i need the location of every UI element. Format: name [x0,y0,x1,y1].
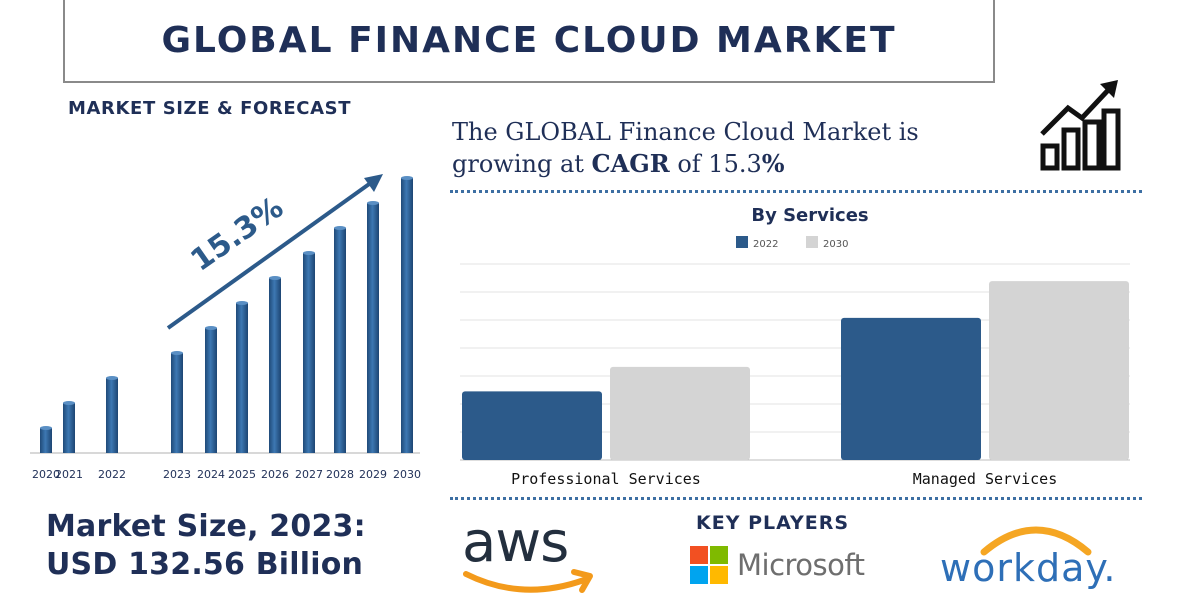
growth-arrow-icon [166,180,374,330]
forecast-bar-cap [401,176,413,180]
page-title: GLOBAL FINANCE CLOUD MARKET [161,20,897,61]
forecast-bar [40,428,52,453]
forecast-bar-cap [367,201,379,205]
service-bar [989,281,1129,460]
divider-top [450,190,1142,193]
cagr-word: CAGR [591,149,670,178]
service-bar [610,366,750,460]
x-tick-label: 2029 [359,468,387,481]
x-tick-label: 2025 [228,468,256,481]
microsoft-logo: Microsoft [690,546,865,584]
x-tick-label: 2026 [261,468,289,481]
divider-bottom [450,497,1142,500]
forecast-bar-cap [303,251,315,255]
forecast-bar [334,228,346,453]
microsoft-logo-text: Microsoft [737,548,865,582]
service-bar [841,317,981,460]
forecast-bar-cap [334,226,346,230]
x-tick-label: 2022 [98,468,126,481]
forecast-bar [63,403,75,453]
aws-logo: aws [462,510,602,600]
cagr-line-2: growing at CAGR of 15.3% [452,148,919,180]
forecast-bar [205,328,217,453]
x-tick-label: 2020 [32,468,60,481]
forecast-bar [401,178,413,453]
forecast-bar-cap [205,326,217,330]
growth-chart-icon [1040,80,1121,171]
forecast-bar [236,303,248,453]
forecast-bar [269,278,281,453]
cagr-growing-text: growing at [452,150,592,178]
aws-logo-text: aws [462,510,569,575]
legend-swatch [736,236,748,248]
x-tick-label: 2023 [163,468,191,481]
category-label: Managed Services [913,470,1058,488]
cagr-percent: % [761,149,785,178]
service-bar [462,391,602,460]
forecast-bar [171,353,183,453]
workday-logo-text: workday. [940,546,1117,590]
category-label: Professional Services [511,470,701,488]
legend-swatch [806,236,818,248]
workday-logo: workday. [940,516,1130,596]
amazon-smile-arrow-icon [463,569,593,593]
forecast-bar [303,253,315,453]
forecast-bar-cap [236,301,248,305]
forecast-bar-cap [269,276,281,280]
cagr-line-1: The GLOBAL Finance Cloud Market is [452,118,919,146]
by-services-bar-chart: By Services 2022 2030 Professional Services… [460,205,1130,488]
cagr-value: of 15.3 [669,150,762,178]
forecast-bar-cap [63,401,75,405]
cagr-statement: The GLOBAL Finance Cloud Market is growi… [452,116,919,180]
microsoft-squares-icon [690,546,728,584]
market-size-text: Market Size, 2023: USD 132.56 Billion [46,508,366,584]
growth-arrow-head-icon [364,174,383,192]
x-tick-label: 2030 [393,468,421,481]
forecast-bar [367,203,379,453]
title-banner: GLOBAL FINANCE CLOUD MARKET [63,0,995,83]
x-tick-label: 2024 [197,468,225,481]
forecast-bar-cap [106,376,118,380]
x-tick-label: 2021 [55,468,83,481]
forecast-bar [106,378,118,453]
workday-arc-icon [980,526,1092,556]
forecast-bar-cap [171,351,183,355]
x-tick-label: 2028 [326,468,354,481]
legend-label: 2022 [753,239,778,250]
x-tick-label: 2027 [295,468,323,481]
chart-title: By Services [751,205,868,226]
growth-rate-label: 15.3% [185,190,290,278]
legend-label: 2030 [823,239,848,250]
forecast-bar-cap [40,426,52,430]
key-players-label: KEY PLAYERS [696,512,850,534]
market-size-line-1: Market Size, 2023: [46,509,366,544]
market-size-forecast-label: MARKET SIZE & FORECAST [68,98,352,119]
market-size-line-2: USD 132.56 Billion [46,547,364,582]
